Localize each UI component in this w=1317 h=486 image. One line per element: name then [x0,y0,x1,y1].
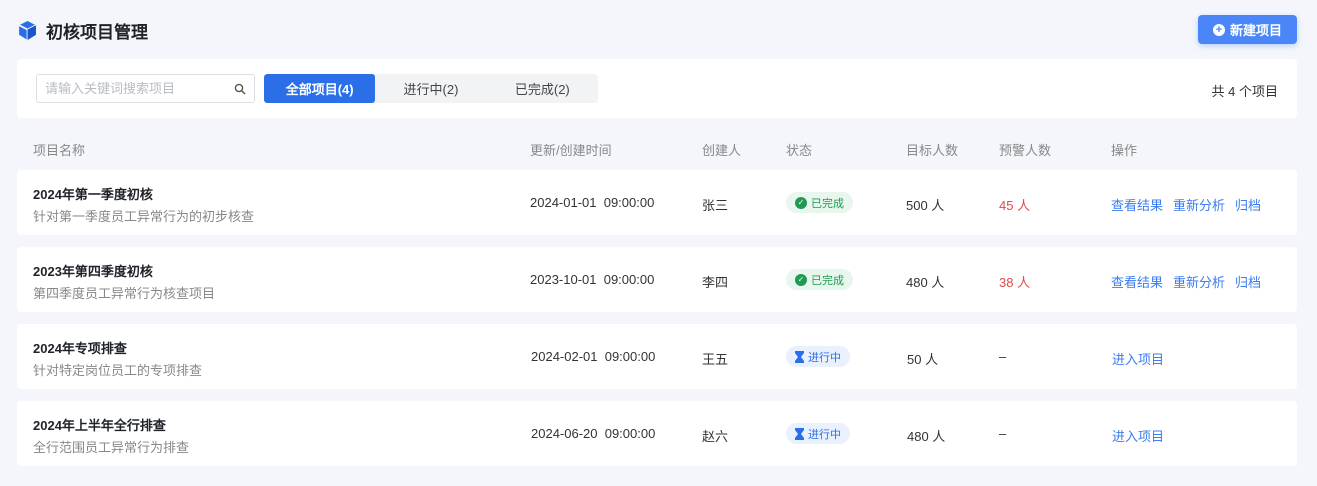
action-link[interactable]: 查看结果 [1111,198,1164,213]
warning-count: – [999,349,1007,364]
new-project-label: 新建项目 [1229,23,1282,38]
new-project-button[interactable]: + 新建项目 [1198,15,1297,44]
project-desc: 针对特定岗位员工的专项排查 [33,363,203,378]
target-count: 500 人 [906,198,945,213]
plus-circle-icon: + [1212,23,1225,36]
status-badge: ✓ 已完成 [786,269,853,290]
target-count: 480 人 [906,275,945,290]
project-name: 2024年专项排查 [33,341,127,356]
project-time: 2024-02-01 09:00:00 [531,349,656,364]
project-name: 2023年第四季度初核 [33,264,153,279]
col-name: 项目名称 [33,143,86,158]
status-label: 已完成 [811,197,844,210]
warning-count: – [999,426,1007,441]
page-header: 初核项目管理 [17,18,148,43]
action-link[interactable]: 查看结果 [1111,275,1164,290]
project-desc: 第四季度员工异常行为核查项目 [33,286,216,301]
table-row: 2024年上半年全行排查 全行范围员工异常行为排查 2024-06-20 09:… [17,401,1297,466]
project-time: 2023-10-01 09:00:00 [530,272,655,287]
search-box[interactable] [36,74,255,103]
filter-bar: 全部项目(4) 进行中(2) 已完成(2) 共 4 个项目 [17,59,1297,118]
project-creator: 赵六 [702,429,729,444]
project-creator: 李四 [702,275,729,290]
table-row: 2024年第一季度初核 针对第一季度员工异常行为的初步核查 2024-01-01… [17,170,1297,235]
hourglass-icon [795,427,804,440]
total-count: 共 4 个项目 [1211,84,1278,99]
project-desc: 针对第一季度员工异常行为的初步核查 [33,209,255,224]
action-link[interactable]: 归档 [1235,275,1262,290]
tab-all[interactable]: 全部项目(4) [264,74,376,103]
table-row: 2023年第四季度初核 第四季度员工异常行为核查项目 2023-10-01 09… [17,247,1297,312]
col-status: 状态 [786,143,813,158]
project-name: 2024年第一季度初核 [33,187,153,202]
row-actions: 查看结果 重新分析 归档 [1111,272,1271,291]
status-badge: 进行中 [786,346,850,367]
col-target: 目标人数 [906,143,959,158]
status-label: 进行中 [808,351,841,364]
action-link[interactable]: 进入项目 [1112,429,1165,444]
action-link[interactable]: 重新分析 [1173,275,1226,290]
status-badge: ✓ 已完成 [786,192,853,213]
col-creator: 创建人 [702,143,742,158]
row-actions: 查看结果 重新分析 归档 [1111,195,1271,214]
col-time: 更新/创建时间 [530,143,612,158]
target-count: 480 人 [907,429,946,444]
action-link[interactable]: 归档 [1235,198,1262,213]
project-creator: 王五 [702,352,729,367]
col-warning: 预警人数 [999,143,1052,158]
check-circle-icon: ✓ [795,196,807,209]
warning-count: 38 人 [999,275,1031,290]
project-name: 2024年上半年全行排查 [33,418,166,433]
action-link[interactable]: 进入项目 [1112,352,1165,367]
table-header: 项目名称 更新/创建时间 创建人 状态 目标人数 预警人数 操作 [17,140,1297,158]
search-input[interactable] [45,81,234,96]
hourglass-icon [795,350,804,363]
page-title: 初核项目管理 [46,23,148,42]
status-label: 进行中 [808,428,841,441]
tab-completed[interactable]: 已完成(2) [514,82,570,97]
status-label: 已完成 [811,274,844,287]
tab-in-progress[interactable]: 进行中(2) [403,82,459,97]
table-row: 2024年专项排查 针对特定岗位员工的专项排查 2024-02-01 09:00… [17,324,1297,389]
col-actions: 操作 [1111,143,1138,158]
action-link[interactable]: 重新分析 [1173,198,1226,213]
project-time: 2024-06-20 09:00:00 [531,426,656,441]
project-creator: 张三 [702,198,729,213]
cube-icon [18,21,37,40]
project-time: 2024-01-01 09:00:00 [530,195,655,210]
row-actions: 进入项目 [1112,349,1174,368]
row-actions: 进入项目 [1112,426,1174,445]
search-icon[interactable] [234,83,246,95]
target-count: 50 人 [907,352,939,367]
status-badge: 进行中 [786,423,850,444]
warning-count: 45 人 [999,198,1031,213]
status-tabs: 全部项目(4) 进行中(2) 已完成(2) [264,74,598,103]
project-desc: 全行范围员工异常行为排查 [33,440,190,455]
check-circle-icon: ✓ [795,273,807,286]
